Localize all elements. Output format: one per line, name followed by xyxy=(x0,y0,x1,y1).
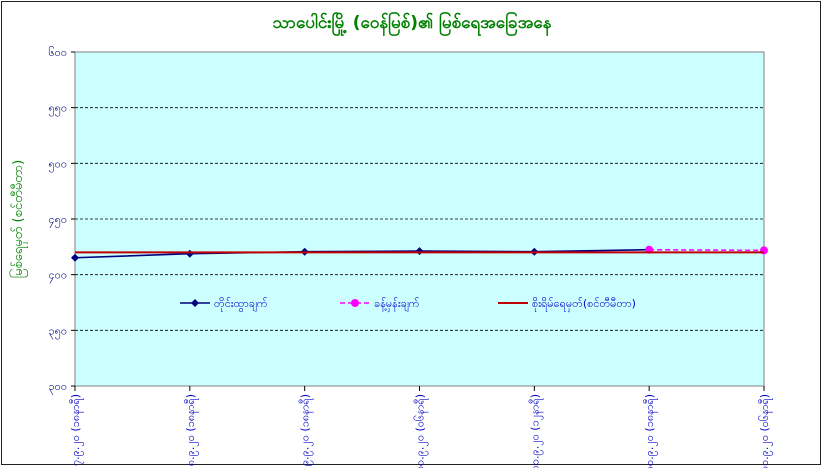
x-tick-label: ၈.၉.၂၀ (၁၈နာရီ) xyxy=(184,394,199,466)
x-tick-label: ၁၀.၉.၂၀ (၁၂နာရီ) xyxy=(528,394,543,468)
y-axis-label: မြစ်ရေမှတ် (စင်တီမီတာ) xyxy=(9,160,28,278)
legend-marker xyxy=(351,299,359,307)
y-tick-label: ၅၀၀ xyxy=(48,157,67,172)
x-tick-label: ၁၀.၉.၂၀ (၀၆နာရီ) xyxy=(414,394,429,468)
legend-label: တိုင်းထွာချက် xyxy=(214,297,268,312)
legend: တိုင်းထွာချက် ခန့်မှန်းချက် စိုးရိမ်ရေမှတ်… xyxy=(180,297,636,312)
legend-label: စိုးရိမ်ရေမှတ်(စင်တီမီတာ) xyxy=(532,297,636,312)
y-tick-label: ၃၅၀ xyxy=(48,324,67,339)
x-axis: ၇.၉.၂၀ (၁၈နာရီ) ၈.၉.၂၀ (၁၈နာရီ) ၉.၉.၂၀ (၁၈… xyxy=(69,386,773,468)
y-axis: ၃၀၀ ၃၅၀ ၄၀၀ ၄၅၀ ၅၀၀ ၅၅၀ ၆၀၀ xyxy=(48,46,75,395)
series-layer xyxy=(71,245,768,262)
legend-label: ခန့်မှန်းချက် xyxy=(374,297,420,312)
chart-title: သာပေါင်းမြို့ (ဝေန်မြစ်)၏ မြစ်ရေအခြေအနေ xyxy=(272,13,552,33)
y-tick-label: ၅၅၀ xyxy=(48,102,67,117)
series-line xyxy=(649,248,765,252)
series-line xyxy=(74,248,650,259)
legend-marker xyxy=(191,299,199,307)
y-tick-label: ၄၀၀ xyxy=(48,269,67,284)
y-tick-label: ၄၅၀ xyxy=(48,213,67,228)
data-point xyxy=(71,253,79,262)
plot-area xyxy=(74,51,765,387)
x-tick-label: ၁၀.၉.၂၀ (၁၈နာရီ) xyxy=(643,394,658,468)
x-tick-label: ၁၁.၉.၂၀ (၀၆နာရီ) xyxy=(758,394,773,468)
x-tick-label: ၉.၉.၂၀ (၁၈နာရီ) xyxy=(299,394,314,466)
y-tick-label: ၃၀၀ xyxy=(48,380,67,395)
y-tick-label: ၆၀၀ xyxy=(48,46,67,59)
x-tick-label: ၇.၉.၂၀ (၁၈နာရီ) xyxy=(69,394,84,466)
